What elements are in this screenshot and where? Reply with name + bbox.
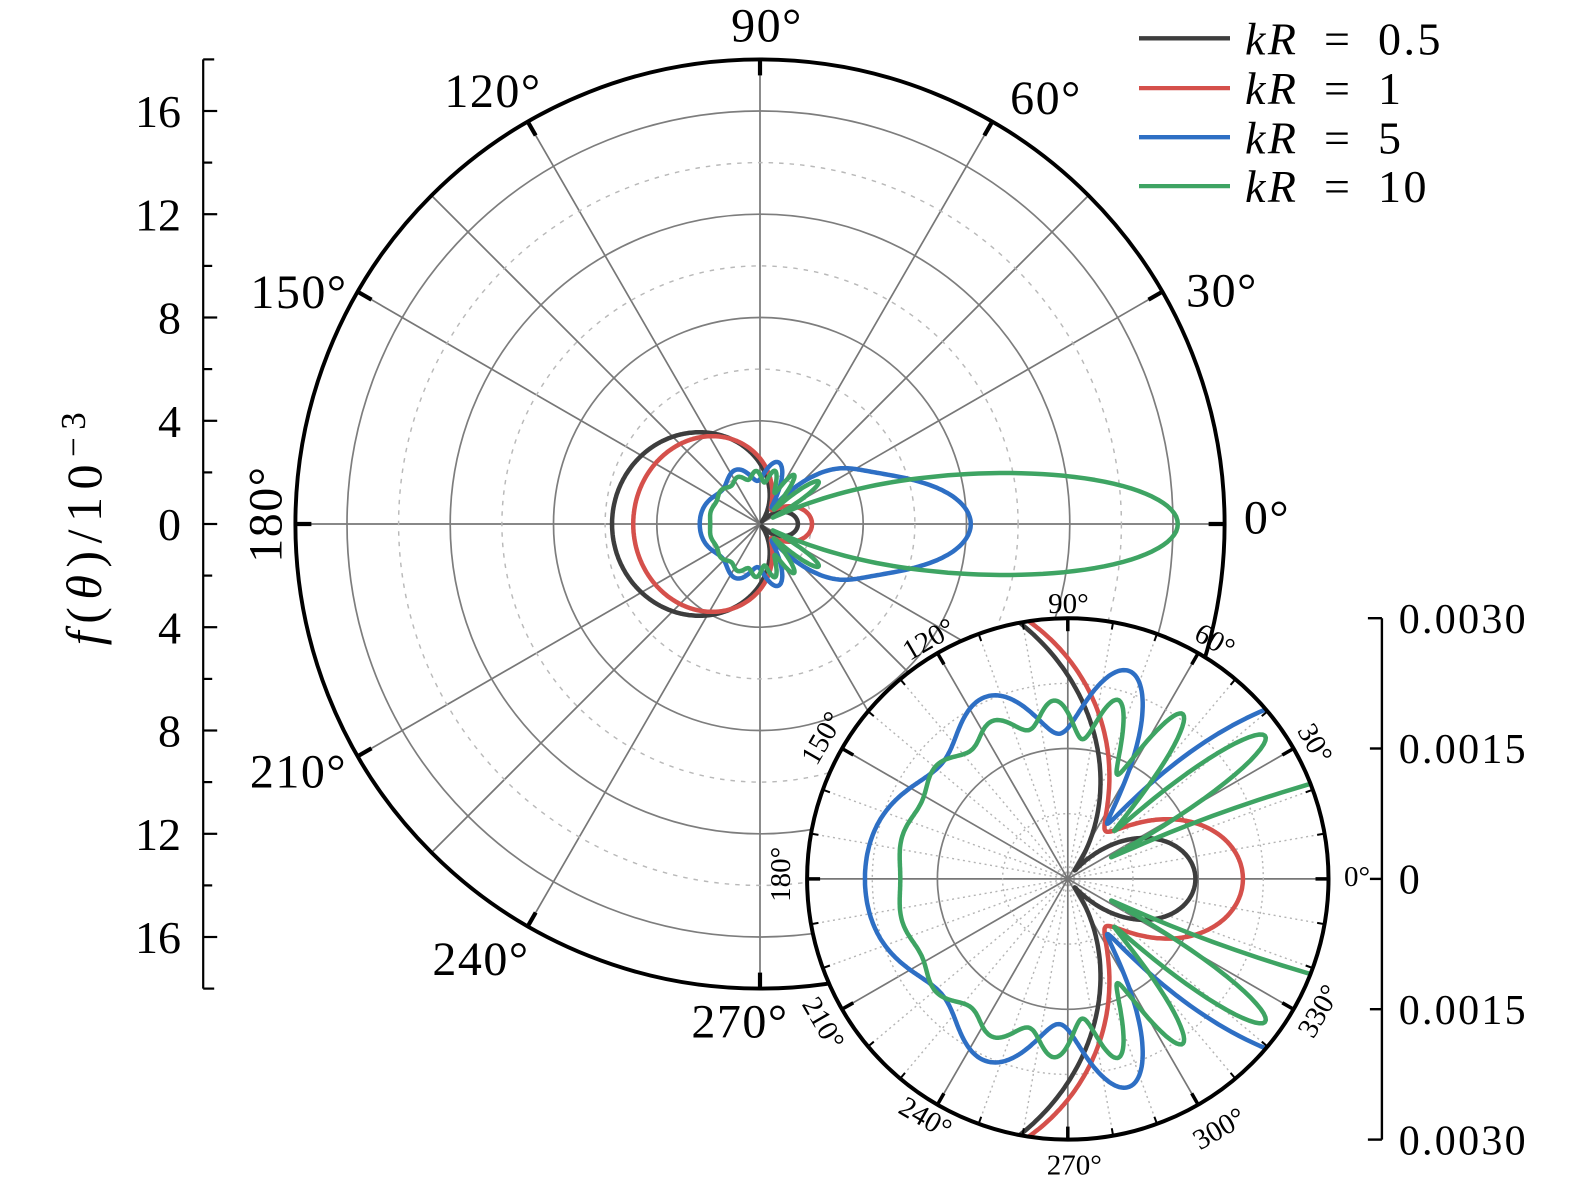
svg-text:16: 16: [135, 912, 181, 963]
svg-text:270°: 270°: [1047, 1150, 1102, 1182]
svg-text:12: 12: [135, 189, 181, 240]
svg-text:60°: 60°: [1010, 72, 1082, 125]
svg-text:270°: 270°: [691, 996, 788, 1049]
svg-text:30°: 30°: [1186, 264, 1258, 317]
svg-text:180°: 180°: [239, 466, 292, 563]
svg-text:12: 12: [135, 809, 181, 860]
svg-text:90°: 90°: [1048, 588, 1089, 620]
svg-text:4: 4: [158, 602, 181, 653]
svg-text:210°: 210°: [250, 746, 347, 799]
svg-text:0.0015: 0.0015: [1399, 727, 1528, 773]
svg-text:8: 8: [158, 293, 181, 344]
svg-text:kR = 5: kR = 5: [1245, 112, 1403, 163]
svg-text:8: 8: [158, 706, 181, 757]
svg-text:0°: 0°: [1344, 861, 1370, 893]
svg-text:120°: 120°: [444, 65, 541, 118]
svg-text:0: 0: [158, 499, 181, 550]
svg-text:kR = 1: kR = 1: [1245, 63, 1403, 114]
svg-text:150°: 150°: [250, 266, 347, 319]
svg-text:kR = 0.5: kR = 0.5: [1245, 13, 1443, 64]
svg-text:180°: 180°: [765, 847, 797, 902]
svg-text:0.0015: 0.0015: [1399, 988, 1528, 1034]
svg-text:16: 16: [135, 86, 181, 137]
svg-text:90°: 90°: [731, 0, 803, 52]
svg-text:4: 4: [158, 396, 181, 447]
svg-text:0.0030: 0.0030: [1399, 597, 1528, 643]
svg-text:0.0030: 0.0030: [1399, 1118, 1528, 1164]
svg-text:240°: 240°: [432, 933, 529, 986]
svg-text:kR = 10: kR = 10: [1245, 161, 1429, 212]
svg-text:0: 0: [1399, 858, 1422, 904]
svg-text:0°: 0°: [1244, 492, 1290, 545]
